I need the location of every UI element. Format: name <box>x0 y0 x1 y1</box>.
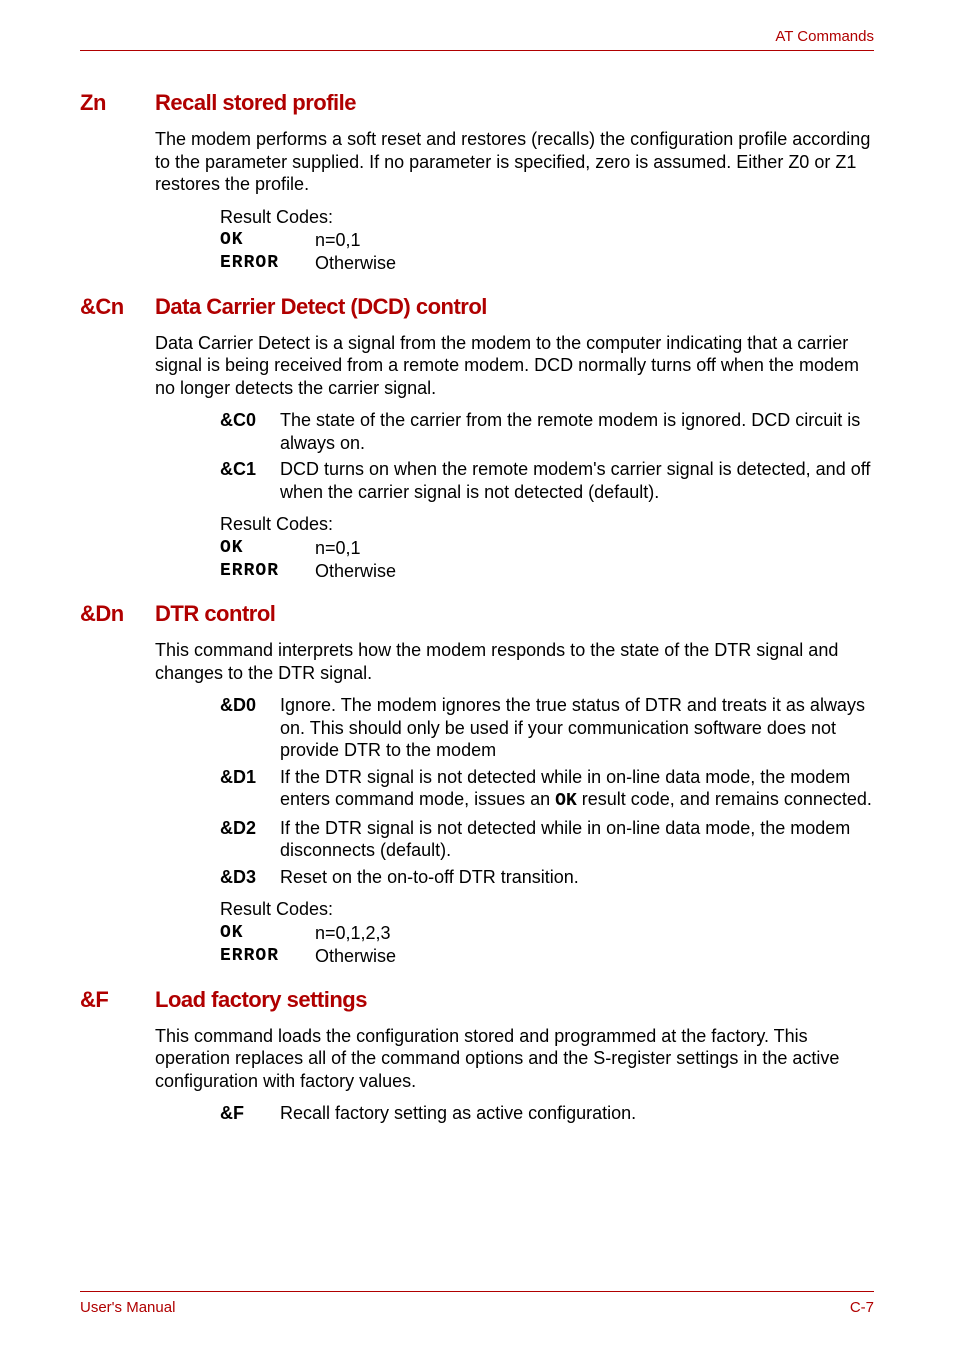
defs-f: &F Recall factory setting as active conf… <box>220 1102 874 1125</box>
header-divider <box>80 50 874 51</box>
def-code: &D2 <box>220 817 280 862</box>
def-item: &D0 Ignore. The modem ignores the true s… <box>220 694 874 762</box>
def-item: &D2 If the DTR signal is not detected wh… <box>220 817 874 862</box>
body-dn: This command interprets how the modem re… <box>155 639 874 684</box>
heading-code: &F <box>80 987 155 1013</box>
header-right: AT Commands <box>775 28 874 45</box>
def-item: &F Recall factory setting as active conf… <box>220 1102 874 1125</box>
def-code: &D1 <box>220 766 280 813</box>
d1-post: result code, and remains connected. <box>577 789 872 809</box>
body-zn: The modem performs a soft reset and rest… <box>155 128 874 196</box>
rc-row-err: ERROR Otherwise <box>220 560 874 583</box>
rc-val-err: Otherwise <box>315 252 396 275</box>
rc-code-ok: OK <box>220 537 315 560</box>
rc-label: Result Codes: <box>220 513 874 536</box>
rc-val-err: Otherwise <box>315 945 396 968</box>
def-code: &F <box>220 1102 280 1125</box>
defs-cn: &C0 The state of the carrier from the re… <box>220 409 874 503</box>
def-item: &C0 The state of the carrier from the re… <box>220 409 874 454</box>
body-f: This command loads the configuration sto… <box>155 1025 874 1093</box>
rc-val-err: Otherwise <box>315 560 396 583</box>
heading-title: Load factory settings <box>155 987 367 1013</box>
footer-left: User's Manual <box>80 1299 175 1316</box>
page-content: Zn Recall stored profile The modem perfo… <box>80 90 874 1135</box>
def-text: If the DTR signal is not detected while … <box>280 817 874 862</box>
def-text: If the DTR signal is not detected while … <box>280 766 874 813</box>
defs-dn: &D0 Ignore. The modem ignores the true s… <box>220 694 874 888</box>
rc-row-err: ERROR Otherwise <box>220 945 874 968</box>
heading-zn: Zn Recall stored profile <box>80 90 874 116</box>
heading-cn: &Cn Data Carrier Detect (DCD) control <box>80 294 874 320</box>
rc-row-ok: OK n=0,1 <box>220 229 874 252</box>
rc-val-ok: n=0,1 <box>315 537 361 560</box>
heading-title: Data Carrier Detect (DCD) control <box>155 294 487 320</box>
heading-code: &Dn <box>80 601 155 627</box>
rc-row-ok: OK n=0,1,2,3 <box>220 922 874 945</box>
def-text: Ignore. The modem ignores the true statu… <box>280 694 874 762</box>
heading-title: DTR control <box>155 601 275 627</box>
def-item: &C1 DCD turns on when the remote modem's… <box>220 458 874 503</box>
def-item: &D1 If the DTR signal is not detected wh… <box>220 766 874 813</box>
def-code: &D3 <box>220 866 280 889</box>
heading-code: Zn <box>80 90 155 116</box>
footer-divider <box>80 1291 874 1292</box>
rc-code-err: ERROR <box>220 252 315 275</box>
def-text: Reset on the on-to-off DTR transition. <box>280 866 874 889</box>
results-cn: Result Codes: OK n=0,1 ERROR Otherwise <box>220 513 874 583</box>
rc-code-err: ERROR <box>220 560 315 583</box>
rc-row-err: ERROR Otherwise <box>220 252 874 275</box>
heading-title: Recall stored profile <box>155 90 356 116</box>
def-code: &D0 <box>220 694 280 762</box>
rc-row-ok: OK n=0,1 <box>220 537 874 560</box>
def-code: &C1 <box>220 458 280 503</box>
def-item: &D3 Reset on the on-to-off DTR transitio… <box>220 866 874 889</box>
def-text: Recall factory setting as active configu… <box>280 1102 874 1125</box>
def-code: &C0 <box>220 409 280 454</box>
body-cn: Data Carrier Detect is a signal from the… <box>155 332 874 400</box>
footer-right: C-7 <box>850 1299 874 1316</box>
rc-val-ok: n=0,1 <box>315 229 361 252</box>
def-text: The state of the carrier from the remote… <box>280 409 874 454</box>
rc-label: Result Codes: <box>220 898 874 921</box>
results-zn: Result Codes: OK n=0,1 ERROR Otherwise <box>220 206 874 276</box>
heading-dn: &Dn DTR control <box>80 601 874 627</box>
rc-code-ok: OK <box>220 922 315 945</box>
heading-f: &F Load factory settings <box>80 987 874 1013</box>
results-dn: Result Codes: OK n=0,1,2,3 ERROR Otherwi… <box>220 898 874 968</box>
d1-mono: OK <box>555 791 577 811</box>
heading-code: &Cn <box>80 294 155 320</box>
rc-code-err: ERROR <box>220 945 315 968</box>
def-text: DCD turns on when the remote modem's car… <box>280 458 874 503</box>
rc-label: Result Codes: <box>220 206 874 229</box>
rc-val-ok: n=0,1,2,3 <box>315 922 391 945</box>
rc-code-ok: OK <box>220 229 315 252</box>
